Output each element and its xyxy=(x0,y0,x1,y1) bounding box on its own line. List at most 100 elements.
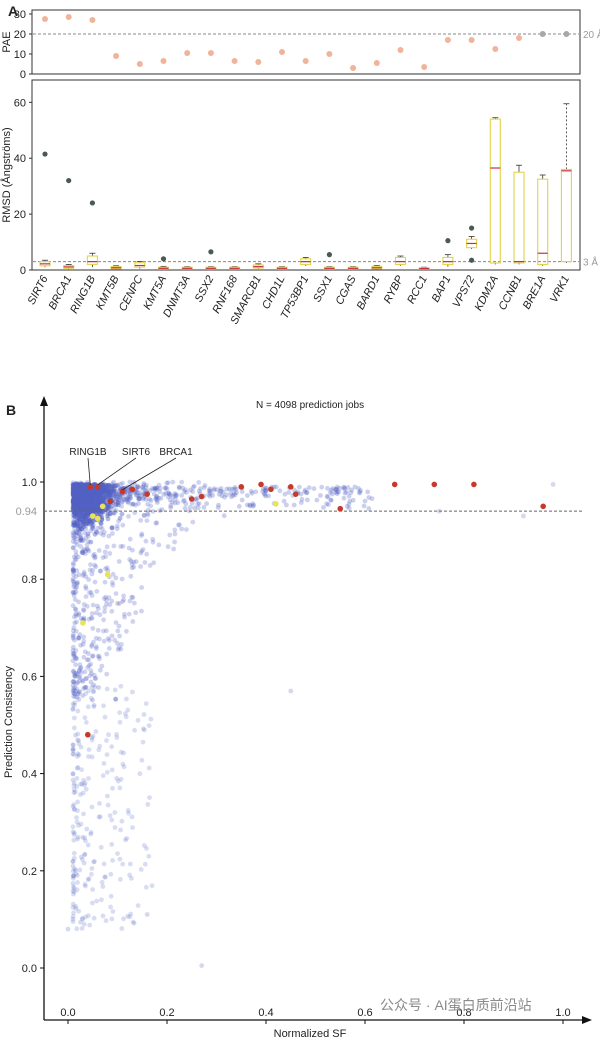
prediction-job-point xyxy=(86,502,92,508)
prediction-job-point xyxy=(231,491,237,496)
prediction-job-point xyxy=(80,482,86,488)
prediction-job-point xyxy=(75,808,80,814)
y-tick-label: 0.0 xyxy=(22,963,37,975)
rmsd-box-body xyxy=(537,178,549,265)
prediction-job-point xyxy=(82,484,87,489)
prediction-job-point xyxy=(266,493,271,499)
prediction-job-point xyxy=(103,492,109,498)
prediction-job-point xyxy=(85,496,91,502)
x-axis-arrow-icon xyxy=(582,1016,592,1024)
prediction-job-point xyxy=(96,548,102,553)
prediction-job-point xyxy=(71,496,77,502)
prediction-job-point xyxy=(86,488,92,494)
prediction-job-point xyxy=(120,861,126,867)
prediction-job-point xyxy=(87,673,93,679)
prediction-job-point xyxy=(232,485,238,490)
prediction-job-point xyxy=(107,487,113,493)
prediction-job-point xyxy=(71,491,76,497)
prediction-job-point xyxy=(75,487,81,493)
prediction-job-point xyxy=(72,485,78,491)
prediction-job-point xyxy=(102,874,108,880)
prediction-job-point xyxy=(77,495,82,501)
prediction-job-point xyxy=(74,502,80,508)
prediction-job-point xyxy=(83,486,89,492)
prediction-job-point xyxy=(81,602,87,607)
prediction-job-point xyxy=(86,494,92,500)
prediction-job-point xyxy=(180,485,186,491)
prediction-job-point xyxy=(135,717,141,723)
prediction-job-point xyxy=(70,771,76,777)
prediction-job-point xyxy=(75,498,81,503)
prediction-job-point xyxy=(206,492,212,497)
prediction-job-point xyxy=(87,502,93,508)
prediction-job-point xyxy=(80,492,86,498)
prediction-job-point xyxy=(90,508,95,513)
prediction-job-point xyxy=(88,539,94,545)
prediction-job-point xyxy=(83,492,89,498)
prediction-job-point xyxy=(70,881,76,886)
prediction-job-point xyxy=(83,484,88,490)
prediction-job-point xyxy=(78,492,84,498)
prediction-job-point xyxy=(71,490,77,495)
prediction-job-point xyxy=(83,490,89,495)
prediction-job-point xyxy=(83,491,89,496)
prediction-job-point xyxy=(82,502,88,508)
prediction-job-point xyxy=(78,503,83,508)
prediction-job-point xyxy=(90,497,96,503)
prediction-job-point xyxy=(73,503,78,508)
prediction-job-point xyxy=(228,494,234,500)
prediction-job-point xyxy=(90,490,95,496)
prediction-job-point xyxy=(78,485,83,491)
prediction-job-point xyxy=(97,495,103,501)
prediction-job-point xyxy=(71,486,77,492)
prediction-job-point xyxy=(101,482,106,488)
prediction-job-point xyxy=(90,626,96,631)
prediction-job-point xyxy=(101,484,107,490)
prediction-job-point xyxy=(74,926,80,932)
prediction-job-point xyxy=(127,479,133,485)
prediction-job-point xyxy=(84,509,90,514)
prediction-job-point xyxy=(117,785,123,791)
prediction-job-point xyxy=(76,485,81,490)
prediction-job-point xyxy=(74,488,80,493)
prediction-job-point xyxy=(83,483,88,489)
prediction-job-point xyxy=(80,490,86,496)
prediction-job-point xyxy=(99,487,105,492)
prediction-job-point xyxy=(71,490,76,496)
prediction-job-point xyxy=(90,653,96,659)
prediction-job-point xyxy=(262,492,268,497)
prediction-job-point xyxy=(86,651,91,656)
highlight-red-point xyxy=(268,486,274,493)
prediction-job-point xyxy=(80,486,86,491)
prediction-job-point xyxy=(189,500,195,506)
prediction-job-point xyxy=(74,491,80,497)
prediction-job-point xyxy=(74,776,80,781)
prediction-job-point xyxy=(288,688,294,694)
prediction-job-point xyxy=(81,524,87,530)
prediction-job-point xyxy=(207,486,213,492)
prediction-job-point xyxy=(88,492,94,498)
prediction-job-point xyxy=(85,503,91,508)
prediction-job-point xyxy=(341,484,347,490)
pae-point xyxy=(326,51,333,57)
prediction-job-point xyxy=(76,494,82,499)
prediction-job-point xyxy=(75,488,81,494)
prediction-job-point xyxy=(94,496,100,502)
prediction-job-point xyxy=(78,497,83,503)
prediction-job-point xyxy=(125,707,131,713)
prediction-job-point xyxy=(236,504,242,509)
prediction-job-point xyxy=(95,525,101,531)
prediction-job-point xyxy=(71,653,77,659)
prediction-job-point xyxy=(70,560,76,566)
prediction-job-point xyxy=(92,498,98,503)
prediction-job-point xyxy=(147,563,153,568)
highlight-red-point xyxy=(292,491,299,497)
prediction-job-point xyxy=(170,494,176,500)
prediction-job-point xyxy=(106,483,111,488)
prediction-job-point xyxy=(97,801,102,806)
prediction-job-point xyxy=(81,520,86,525)
prediction-job-point xyxy=(102,487,108,493)
prediction-job-point xyxy=(75,488,81,493)
prediction-job-point xyxy=(85,501,91,507)
prediction-job-point xyxy=(77,489,83,495)
